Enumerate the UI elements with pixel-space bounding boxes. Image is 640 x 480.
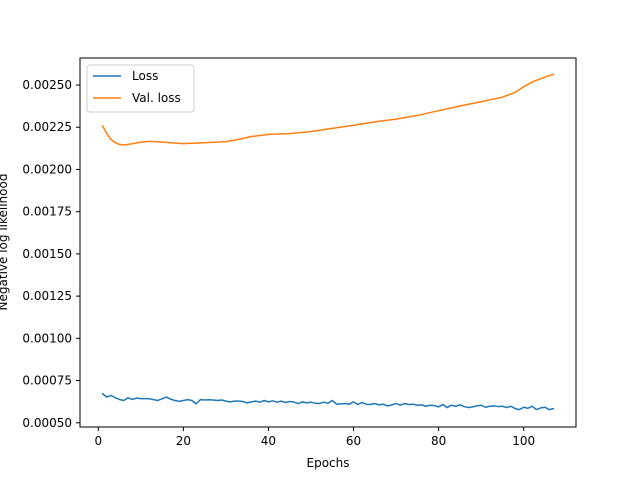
x-tick-label: 80 <box>431 434 446 448</box>
x-axis: 0 20 40 60 80 100 <box>94 427 535 448</box>
series-line-val-loss <box>101 73 555 146</box>
y-tick-label: 0.00050 <box>22 416 72 430</box>
y-axis-label: Negative log likelihood <box>0 174 10 311</box>
y-tick-label: 0.00075 <box>22 374 72 388</box>
series-line-loss <box>101 392 555 411</box>
x-axis-label: Epochs <box>307 456 350 470</box>
y-tick-label: 0.00150 <box>22 247 72 261</box>
y-tick-label: 0.00200 <box>22 162 72 176</box>
legend-label-val-loss: Val. loss <box>132 91 181 105</box>
x-tick-label: 100 <box>512 434 535 448</box>
x-tick-label: 60 <box>346 434 361 448</box>
y-axis: 0.00050 0.00075 0.00100 0.00125 0.00150 0.001… <box>22 78 80 430</box>
y-tick-label: 0.00175 <box>22 205 72 219</box>
x-tick-label: 0 <box>94 434 102 448</box>
legend: Loss Val. loss <box>86 64 195 113</box>
plot-frame <box>79 57 577 428</box>
y-tick-label: 0.00100 <box>22 331 72 345</box>
y-tick-label: 0.00125 <box>22 289 72 303</box>
legend-label-loss: Loss <box>132 69 158 83</box>
y-tick-label: 0.00225 <box>22 120 72 134</box>
x-tick-label: 20 <box>176 434 191 448</box>
y-tick-label: 0.00250 <box>22 78 72 92</box>
series-layer <box>101 73 555 411</box>
x-tick-label: 40 <box>261 434 276 448</box>
